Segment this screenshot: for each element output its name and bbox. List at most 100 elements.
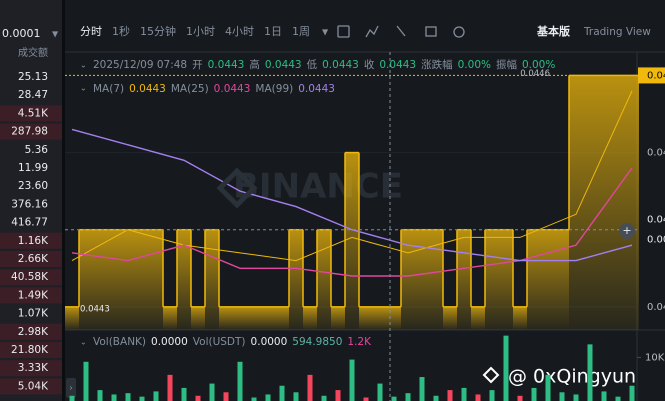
volume-bar [97, 390, 103, 401]
info-text: 0.0000 [151, 336, 188, 348]
interval-tab[interactable]: 1小时 [186, 25, 215, 38]
volume-bar [517, 395, 523, 401]
icon-settings[interactable] [425, 26, 437, 37]
book-amount: 28.47 [18, 89, 48, 101]
interval-tab[interactable]: 1秒 [112, 24, 130, 38]
price-area [317, 229, 331, 330]
volume-bar [125, 393, 131, 401]
price-area [527, 229, 541, 330]
volume-bar [615, 396, 621, 401]
info-text: 涨跌幅 [421, 58, 453, 71]
volume-bar [559, 392, 565, 401]
info-text: 0.0443 [322, 59, 359, 71]
vol-tick-label: 10K [645, 352, 665, 363]
volume-bar [349, 359, 355, 401]
info-text: Vol(BANK) [93, 336, 146, 348]
volume-bar [545, 374, 551, 401]
icon-more[interactable] [453, 26, 465, 38]
info-text: 0.0000 [251, 336, 288, 348]
info-text: 高 [249, 58, 260, 71]
book-header: 成交额 [18, 46, 48, 59]
volume-bar [279, 385, 285, 401]
volume-bar [391, 396, 397, 401]
interval-tab[interactable]: 1周 [292, 25, 310, 38]
info-text: 振幅 [496, 58, 517, 71]
book-amount: 2.66K [18, 253, 49, 265]
crosshair-button-plus[interactable]: + [622, 224, 631, 237]
price-area [275, 306, 289, 330]
icon-indicator[interactable] [365, 25, 379, 38]
side-toggle[interactable] [66, 378, 76, 398]
info-text: 开 [192, 59, 203, 71]
interval-more[interactable]: ▼ [322, 28, 329, 37]
collapse-caret: ⌄ [80, 338, 87, 347]
high-label: 0.0446 [520, 69, 550, 79]
price-chart [65, 52, 639, 401]
info-text: MA(7) [93, 83, 124, 95]
volume-bar [363, 397, 369, 401]
interval-tab[interactable]: 分时 [80, 25, 102, 38]
row-highlight [0, 123, 62, 140]
countdown-label: 0.00 [647, 235, 665, 246]
volume-bar [475, 394, 481, 401]
info-text: MA(25) [171, 83, 209, 95]
row-highlight [0, 360, 62, 377]
book-amount: 11.99 [18, 162, 48, 174]
price-area [135, 229, 149, 330]
view-tab[interactable]: 基本版 [536, 24, 570, 38]
volume-bar [321, 395, 327, 401]
icon-calendar[interactable] [337, 25, 350, 38]
y-tick-label: 0.04 [647, 148, 665, 159]
book-amount: 23.60 [18, 180, 48, 192]
volume-bar [209, 383, 215, 401]
collapse-caret: ⌄ [80, 61, 87, 70]
price-area [233, 306, 247, 330]
price-area [345, 152, 359, 330]
price-area [569, 75, 583, 330]
price-area [597, 75, 611, 330]
crosshair-button[interactable] [619, 223, 635, 239]
price-area [443, 306, 457, 330]
view-tab[interactable]: Trading View [583, 26, 651, 38]
volume-bar [181, 387, 187, 401]
interval-tab[interactable]: 15分钟 [140, 24, 176, 38]
row-highlight [0, 342, 62, 358]
volume-bar [167, 374, 173, 401]
volume-bar [419, 377, 425, 401]
volume-bar [461, 387, 467, 401]
volume-bar [307, 374, 313, 401]
watermark-logo [216, 167, 258, 209]
last-price-label: 0.04 [647, 70, 665, 81]
info-text: 0.0443 [298, 83, 335, 95]
info-text: Vol(USDT) [193, 336, 246, 348]
price-area [163, 306, 177, 330]
volume-bar [503, 335, 509, 401]
precision[interactable]: 0.0001 [2, 27, 41, 40]
price-area [107, 229, 121, 330]
icon-draw[interactable] [396, 25, 406, 37]
volume-bar [153, 391, 159, 401]
side-toggle-arrow[interactable]: › [69, 384, 73, 394]
interval-tab[interactable]: 1日 [264, 25, 282, 38]
book-amount: 40.58K [11, 271, 49, 283]
price-area [583, 75, 597, 330]
volume-bar [405, 393, 411, 401]
price-area [79, 229, 93, 330]
row-highlight [0, 251, 62, 267]
book-amount: 25.13 [18, 71, 48, 83]
book-amount: 1.49K [18, 289, 49, 301]
volume-bar [573, 394, 579, 401]
row-highlight [0, 269, 62, 286]
row-highlight [0, 378, 62, 395]
book-amount: 3.33K [18, 362, 49, 374]
watermark: BINANCE [233, 167, 403, 207]
crosshair-label: 0.04 [647, 215, 665, 226]
interval-tab[interactable]: 4小时 [225, 25, 254, 38]
book-amount: 2.98K [18, 326, 49, 338]
price-area [429, 229, 443, 330]
price-area [65, 306, 79, 330]
volume-bar [237, 361, 243, 401]
precision-caret[interactable]: ▼ [52, 30, 59, 39]
row-highlight [0, 287, 62, 304]
